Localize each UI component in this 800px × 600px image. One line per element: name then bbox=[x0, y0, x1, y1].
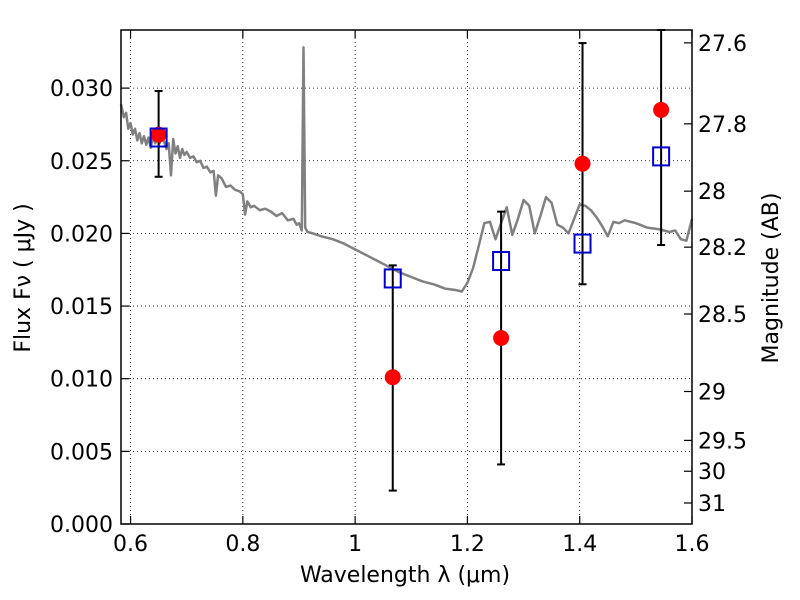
y-tick-label: 0.025 bbox=[50, 150, 113, 175]
right-tick-label: 27.6 bbox=[698, 32, 747, 57]
right-tick-label: 29 bbox=[698, 380, 726, 405]
x-tick-label: 1.6 bbox=[675, 532, 710, 557]
model-point bbox=[652, 146, 671, 167]
model-point bbox=[383, 268, 402, 289]
model-point bbox=[492, 251, 511, 272]
y-tick-label: 0.000 bbox=[50, 513, 113, 538]
x-tick-label: 1 bbox=[348, 532, 362, 557]
y-tick-label: 0.015 bbox=[50, 295, 113, 320]
photometry-point bbox=[653, 101, 670, 118]
model-point bbox=[149, 127, 168, 148]
plot-frame bbox=[120, 29, 693, 525]
y-tick-label: 0.005 bbox=[50, 440, 113, 465]
y-tick-label: 0.020 bbox=[50, 222, 113, 247]
photometry-point bbox=[574, 155, 591, 172]
y-axis-label: Flux Fν ( μJy ) bbox=[11, 203, 36, 352]
x-tick-label: 0.6 bbox=[113, 532, 148, 557]
right-tick-label: 29.5 bbox=[698, 429, 747, 454]
x-tick-label: 1.2 bbox=[450, 532, 485, 557]
right-tick-label: 31 bbox=[698, 492, 726, 517]
photometry-point bbox=[493, 330, 510, 347]
right-tick-label: 30 bbox=[698, 460, 726, 485]
x-tick-label: 0.8 bbox=[225, 532, 260, 557]
spectrum-line bbox=[119, 46, 694, 293]
x-axis-label: Wavelength λ (μm) bbox=[300, 563, 510, 588]
right-tick-label: 28.2 bbox=[698, 236, 747, 261]
right-axis-label: Magnitude (AB) bbox=[759, 193, 784, 364]
model-point bbox=[573, 233, 592, 254]
right-tick-label: 27.8 bbox=[698, 113, 747, 138]
x-tick-label: 1.4 bbox=[562, 532, 597, 557]
axes-layer: 0.6 0.8 1 1.2 1.4 1.6 0.000 0.005 0.010 0.015 0.02… bbox=[50, 29, 747, 557]
series-layer bbox=[119, 29, 694, 492]
right-tick-label: 28.5 bbox=[698, 303, 747, 328]
y-tick-label: 0.030 bbox=[50, 77, 113, 102]
photometry-point bbox=[384, 369, 401, 386]
photometry-point bbox=[150, 126, 167, 143]
right-tick-label: 28 bbox=[698, 180, 726, 205]
y-tick-label: 0.010 bbox=[50, 368, 113, 393]
